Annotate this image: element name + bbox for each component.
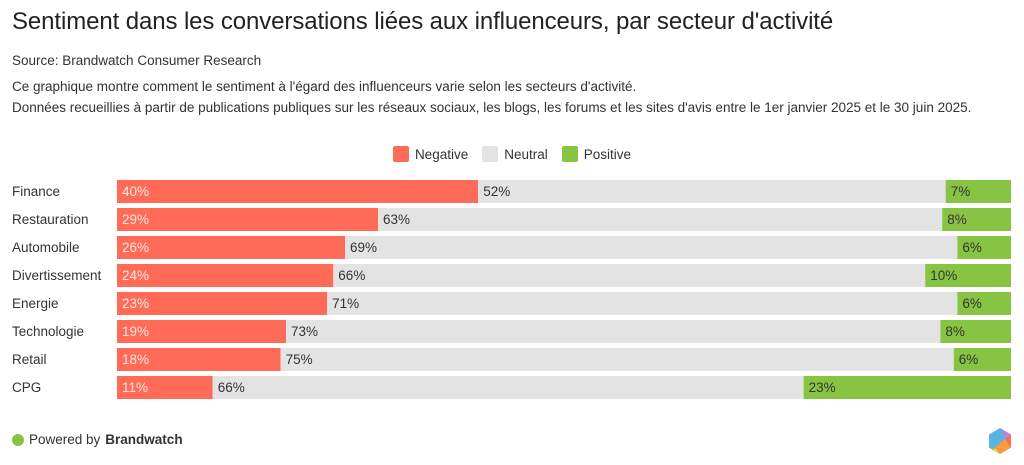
description-line-2: Données recueillies à partir de publicat… <box>12 100 972 115</box>
bar-neutral <box>280 348 954 371</box>
bar-positive <box>945 180 1011 203</box>
legend-swatch-positive <box>561 146 578 162</box>
data-label-negative: 40% <box>122 184 149 199</box>
bar-positive <box>925 264 1011 287</box>
category-label: Technologie <box>12 324 84 339</box>
data-label-positive: 10% <box>930 268 957 283</box>
data-label-negative: 26% <box>122 240 149 255</box>
bar-positive <box>953 348 1011 371</box>
bar-negative <box>117 320 286 343</box>
data-label-positive: 6% <box>962 240 982 255</box>
category-label: Energie <box>12 296 59 311</box>
powered-by: Powered by Brandwatch <box>12 432 183 447</box>
data-label-positive: 6% <box>962 296 982 311</box>
bar-neutral <box>286 320 941 343</box>
brandwatch-logo-icon <box>989 428 1011 454</box>
chart-source: Source: Brandwatch Consumer Research <box>12 53 262 68</box>
chart-title: Sentiment dans les conversations liées a… <box>12 8 834 35</box>
data-label-neutral: 71% <box>332 296 359 311</box>
bar-positive <box>940 320 1011 343</box>
bar-neutral <box>378 208 943 231</box>
powered-by-prefix: Powered by <box>29 432 101 447</box>
data-label-neutral: 75% <box>286 352 313 367</box>
data-label-positive: 8% <box>945 324 965 339</box>
data-label-neutral: 66% <box>338 268 365 283</box>
legend-label-neutral: Neutral <box>504 146 548 162</box>
bar-positive <box>957 292 1011 315</box>
chart-description: Ce graphique montre comment le sentiment… <box>12 76 971 118</box>
data-label-negative: 29% <box>122 212 149 227</box>
category-label: Divertissement <box>12 268 102 283</box>
bar-negative <box>117 236 345 259</box>
category-label: Restauration <box>12 212 89 227</box>
legend-item-negative[interactable]: Negative <box>392 146 469 162</box>
data-label-negative: 24% <box>122 268 149 283</box>
bar-negative <box>117 180 479 203</box>
bar-negative <box>117 348 281 371</box>
data-label-neutral: 52% <box>483 184 510 199</box>
data-label-neutral: 73% <box>291 324 318 339</box>
data-label-positive: 23% <box>809 380 836 395</box>
data-label-neutral: 66% <box>218 380 245 395</box>
category-label: Retail <box>12 352 47 367</box>
bar-negative <box>117 208 378 231</box>
bar-neutral <box>212 376 804 399</box>
data-label-neutral: 69% <box>350 240 377 255</box>
powered-by-brand: Brandwatch <box>105 432 183 447</box>
category-label: Automobile <box>12 240 80 255</box>
data-label-positive: 8% <box>947 212 967 227</box>
bar-negative <box>117 264 334 287</box>
bar-negative <box>117 292 328 315</box>
brandwatch-dot-icon <box>12 433 24 446</box>
data-label-negative: 18% <box>122 352 149 367</box>
bar-neutral <box>333 264 926 287</box>
legend-swatch-negative <box>392 146 409 162</box>
data-label-positive: 6% <box>959 352 979 367</box>
legend-label-positive: Positive <box>583 146 632 162</box>
bar-neutral <box>478 180 946 203</box>
data-label-negative: 19% <box>122 324 149 339</box>
bar-positive <box>942 208 1011 231</box>
data-label-negative: 23% <box>122 296 149 311</box>
legend-swatch-neutral <box>482 146 499 162</box>
data-label-neutral: 63% <box>383 212 410 227</box>
data-label-positive: 7% <box>951 184 971 199</box>
category-label: Finance <box>12 184 60 199</box>
stacked-bar-chart: Finance 40% 52% 7% Restauration 29% 63% 8% Autom… <box>12 180 1011 399</box>
bar-positive <box>803 376 1011 399</box>
legend-item-neutral[interactable]: Neutral <box>482 146 548 162</box>
category-label: CPG <box>12 380 41 395</box>
bar-negative <box>117 376 213 399</box>
legend-item-positive[interactable]: Positive <box>561 146 632 162</box>
description-line-1: Ce graphique montre comment le sentiment… <box>12 79 637 94</box>
bar-neutral <box>327 292 958 315</box>
data-label-negative: 11% <box>122 380 148 395</box>
legend-label-negative: Negative <box>414 146 469 162</box>
chart-legend: Negative Neutral Positive <box>0 146 1024 162</box>
bar-neutral <box>345 236 958 259</box>
bar-positive <box>957 236 1011 259</box>
